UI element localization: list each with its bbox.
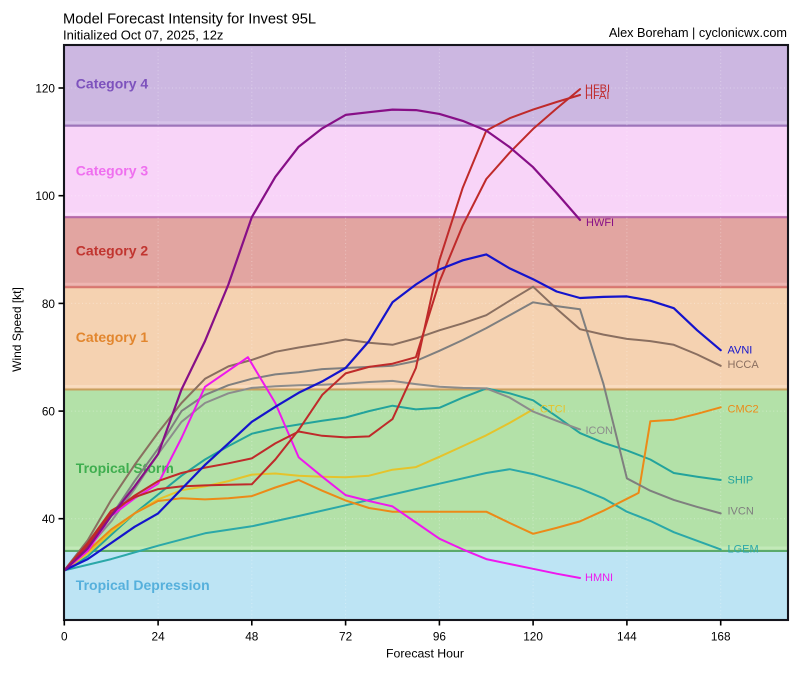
svg-text:Category 1: Category 1 xyxy=(76,329,149,345)
svg-text:HFBI: HFBI xyxy=(585,83,610,95)
svg-text:40: 40 xyxy=(42,512,56,526)
svg-text:Category 3: Category 3 xyxy=(76,162,149,178)
svg-text:AVNI: AVNI xyxy=(728,345,753,357)
svg-text:Alex Boreham | cyclonicwx.com: Alex Boreham | cyclonicwx.com xyxy=(609,26,787,40)
svg-text:Forecast Hour: Forecast Hour xyxy=(386,647,464,661)
svg-text:CMC2: CMC2 xyxy=(728,404,759,416)
svg-text:60: 60 xyxy=(42,405,56,419)
svg-text:HMNI: HMNI xyxy=(585,572,613,584)
svg-text:144: 144 xyxy=(617,630,637,644)
svg-text:IVCN: IVCN xyxy=(728,506,754,518)
svg-text:HWFI: HWFI xyxy=(586,217,614,229)
svg-text:168: 168 xyxy=(711,630,731,644)
svg-text:120: 120 xyxy=(35,81,55,95)
svg-text:Model Forecast Intensity for I: Model Forecast Intensity for Invest 95L xyxy=(63,12,316,28)
svg-text:24: 24 xyxy=(152,630,166,644)
svg-text:Initialized Oct 07, 2025, 12z: Initialized Oct 07, 2025, 12z xyxy=(63,28,223,43)
svg-text:48: 48 xyxy=(245,630,259,644)
svg-text:Category 2: Category 2 xyxy=(76,242,149,258)
svg-text:Wind Speed [kt]: Wind Speed [kt] xyxy=(10,287,24,372)
svg-text:120: 120 xyxy=(523,630,543,644)
svg-text:Tropical Depression: Tropical Depression xyxy=(76,577,210,593)
svg-text:Tropical Storm: Tropical Storm xyxy=(76,460,174,476)
svg-text:SHIP: SHIP xyxy=(728,475,754,487)
svg-text:CTCI: CTCI xyxy=(540,404,566,416)
svg-text:ICON: ICON xyxy=(586,425,614,437)
svg-text:HFAI: HFAI xyxy=(585,90,609,102)
svg-text:Category 4: Category 4 xyxy=(76,76,149,92)
svg-text:HCCA: HCCA xyxy=(728,359,760,371)
svg-text:LGEM: LGEM xyxy=(728,544,759,556)
svg-text:72: 72 xyxy=(339,630,352,644)
svg-text:0: 0 xyxy=(61,630,68,644)
svg-text:80: 80 xyxy=(42,297,56,311)
svg-text:96: 96 xyxy=(433,630,447,644)
svg-text:100: 100 xyxy=(35,189,55,203)
